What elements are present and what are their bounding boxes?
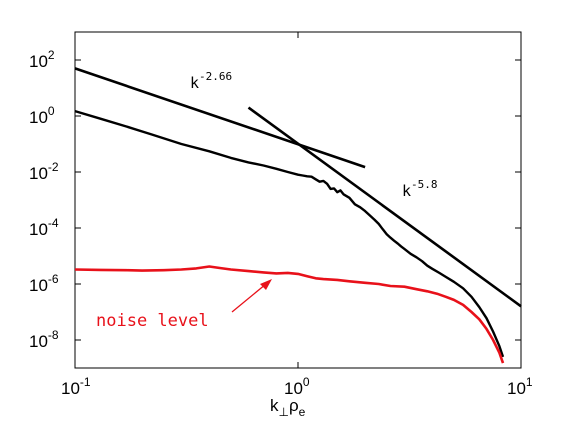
x-tick-label: 10-1: [61, 375, 91, 398]
fit-label-k-2-66: k-2.66: [190, 70, 232, 92]
y-tick-label: 10-4: [29, 216, 59, 239]
y-tick-label: 102: [29, 48, 55, 71]
fit-line-k-5-8: [247, 106, 522, 308]
x-tick-label: 101: [507, 375, 533, 398]
y-tick-label: 10-2: [29, 160, 59, 183]
x-tick-label: 100: [284, 375, 310, 398]
series-group: [74, 67, 522, 364]
x-axis-label: k⊥ρe: [270, 396, 306, 419]
noise-level-label: noise level: [96, 311, 209, 331]
noise-arrow: [231, 283, 267, 313]
y-tick-label: 100: [29, 104, 55, 127]
spectrum-line: [74, 109, 505, 358]
fit-label-k-5-8: k-5.8: [402, 178, 438, 200]
noise-level-line: [74, 265, 505, 364]
noise-arrow-head: [260, 279, 272, 290]
axis-ticks: 10-1 100 101 10-8 10-6 10-4 10-2 100 102: [29, 32, 533, 398]
plot-area: [74, 31, 522, 369]
fit-line-k-2-66: [74, 67, 366, 169]
y-tick-label: 10-6: [29, 272, 59, 295]
y-tick-label: 10-8: [29, 328, 59, 351]
